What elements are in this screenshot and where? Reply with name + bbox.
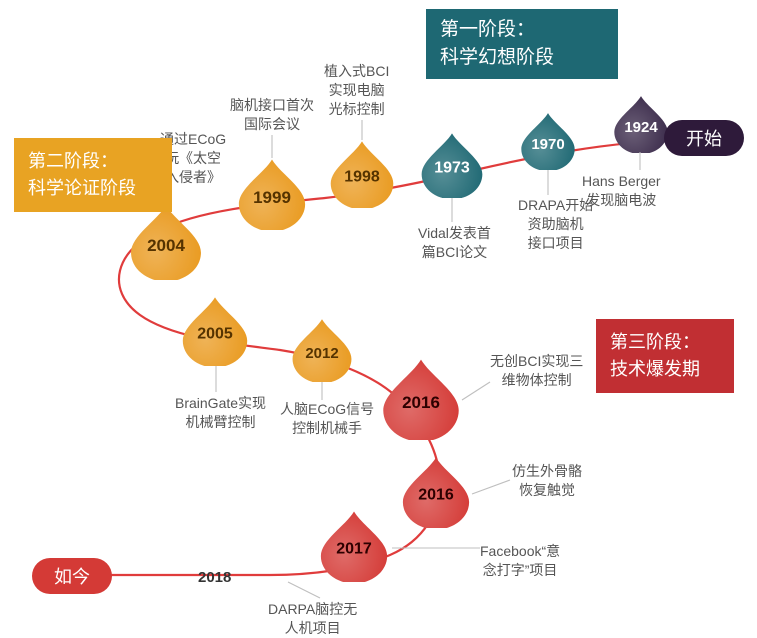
desc-d1924: Hans Berger 发现脑电波 bbox=[582, 172, 661, 210]
desc-d1973: Vidal发表首 篇BCI论文 bbox=[418, 224, 491, 262]
desc-d1998: 植入式BCI 实现电脑 光标控制 bbox=[324, 62, 389, 119]
desc-d2012: 人脑ECoG信号 控制机械手 bbox=[280, 400, 374, 438]
desc-d1970: DRAPA开始 资助脑机 接口项目 bbox=[518, 196, 593, 253]
phase2-line1: 第二阶段： bbox=[28, 148, 158, 175]
phase1-box: 第一阶段： 科学幻想阶段 bbox=[426, 9, 618, 79]
phase1-line2: 科学幻想阶段 bbox=[440, 44, 604, 73]
phase2-line2: 科学论证阶段 bbox=[28, 175, 158, 202]
desc-d2017: Facebook“意 念打字”项目 bbox=[480, 542, 560, 580]
phase3-line2: 技术爆发期 bbox=[610, 356, 720, 383]
desc-d2016b: 仿生外骨骼 恢复触觉 bbox=[512, 462, 582, 500]
phase3-line1: 第三阶段： bbox=[610, 329, 720, 356]
phase2-box: 第二阶段： 科学论证阶段 bbox=[14, 138, 172, 212]
start-label: 开始 bbox=[686, 125, 722, 151]
start-pill: 开始 bbox=[664, 120, 744, 156]
desc-d2005: BrainGate实现 机械臂控制 bbox=[175, 394, 266, 432]
year-d2018: 2018 bbox=[198, 568, 231, 588]
now-label: 如今 bbox=[54, 563, 90, 589]
desc-d2018: DARPA脑控无 人机项目 bbox=[268, 600, 357, 638]
desc-d2016a: 无创BCI实现三 维物体控制 bbox=[490, 352, 583, 390]
now-pill: 如今 bbox=[32, 558, 112, 594]
phase1-line1: 第一阶段： bbox=[440, 16, 604, 45]
phase3-box: 第三阶段： 技术爆发期 bbox=[596, 319, 734, 393]
desc-d1999: 脑机接口首次 国际会议 bbox=[230, 96, 314, 134]
